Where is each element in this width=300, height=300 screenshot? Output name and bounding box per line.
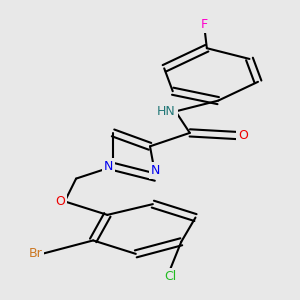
Text: F: F bbox=[200, 17, 208, 31]
Text: O: O bbox=[238, 129, 248, 142]
Text: Cl: Cl bbox=[164, 270, 176, 283]
Text: O: O bbox=[55, 195, 65, 208]
Text: HN: HN bbox=[157, 105, 176, 118]
Text: N: N bbox=[151, 164, 160, 177]
Text: N: N bbox=[104, 160, 113, 173]
Text: Br: Br bbox=[28, 248, 42, 260]
